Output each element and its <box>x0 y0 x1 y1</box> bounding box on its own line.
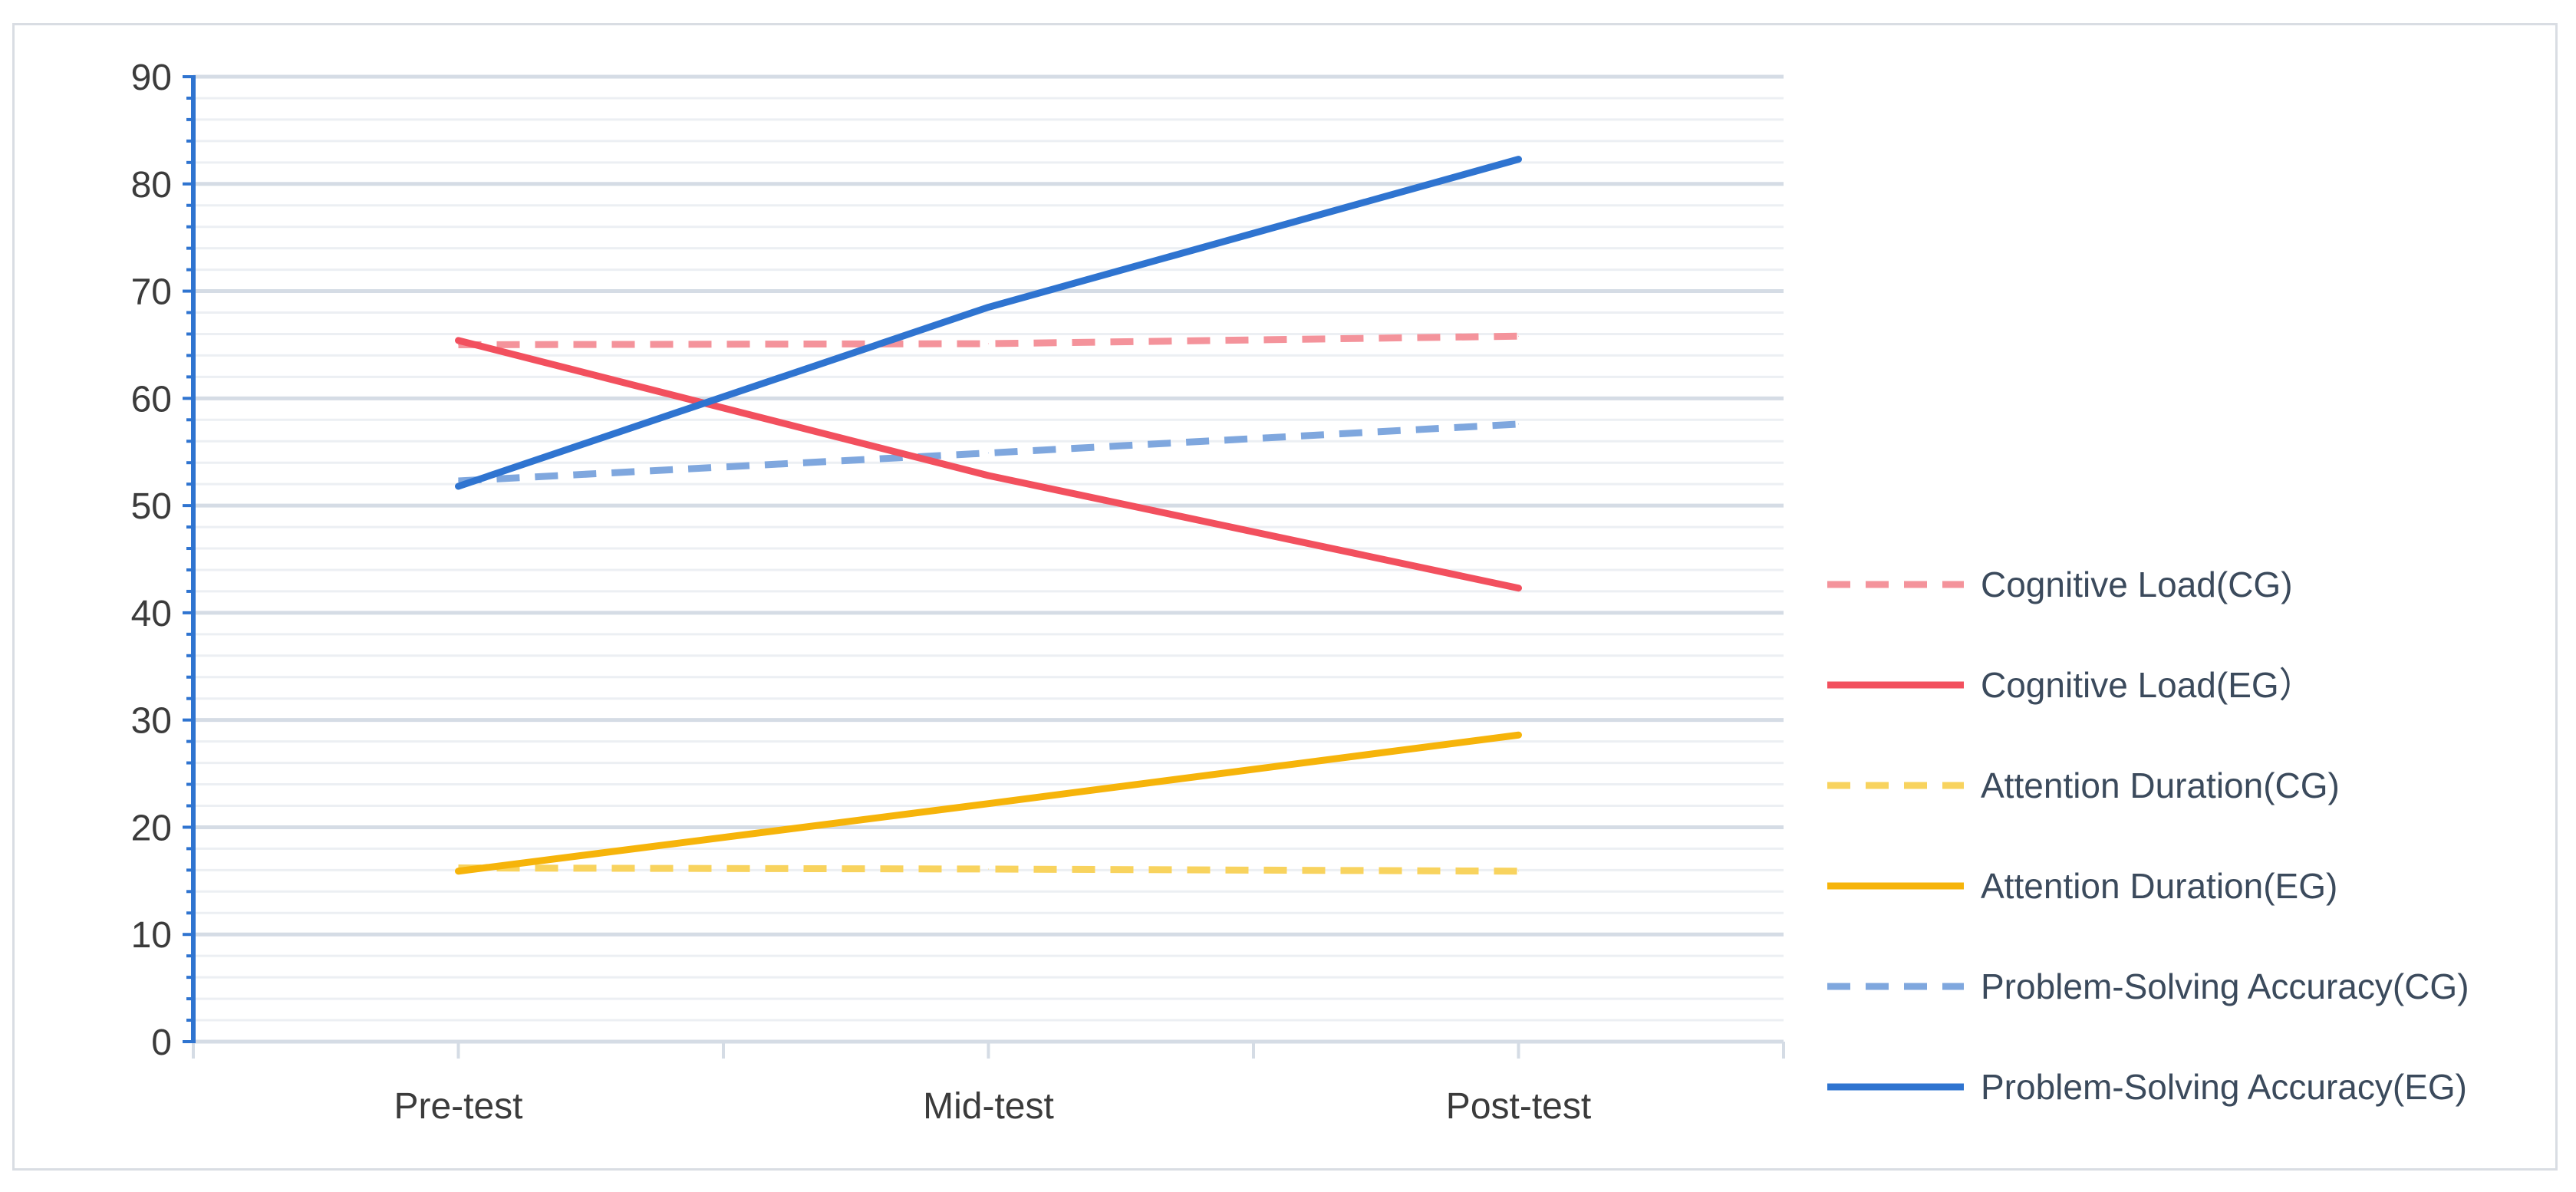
data-point <box>458 340 459 341</box>
x-tick-label: Pre-test <box>394 1086 522 1127</box>
data-point <box>988 307 989 308</box>
y-tick-label: 30 <box>131 701 172 742</box>
legend-label: Problem-Solving Accuracy(CG) <box>1981 966 2469 1006</box>
legend-label: Problem-Solving Accuracy(EG) <box>1981 1067 2467 1107</box>
x-tick-label: Post-test <box>1446 1086 1591 1127</box>
x-tick-label: Mid-test <box>923 1086 1054 1127</box>
y-tick-label: 50 <box>131 486 172 527</box>
legend-label: Cognitive Load(CG) <box>1981 565 2293 604</box>
y-tick-label: 70 <box>131 272 172 313</box>
data-point <box>458 344 459 345</box>
y-tick-label: 20 <box>131 808 172 848</box>
legend-label: Attention Duration(EG) <box>1981 866 2337 906</box>
y-tick-label: 60 <box>131 379 172 420</box>
legend-label: Cognitive Load(EG） <box>1981 665 2314 705</box>
series-line-4 <box>458 420 1519 485</box>
data-point <box>988 803 989 805</box>
y-tick-label: 10 <box>131 915 172 956</box>
data-point <box>1518 423 1519 425</box>
y-tick-label: 40 <box>131 594 172 634</box>
data-point <box>1518 734 1519 736</box>
legend-label: Attention Duration(CG) <box>1981 766 2340 805</box>
series-line-3 <box>455 731 1522 875</box>
legend: Cognitive Load(CG) Cognitive Load(EG） Atte… <box>1827 565 2469 1107</box>
y-tick-label: 90 <box>131 58 172 98</box>
gridlines <box>193 74 1784 1022</box>
chart-frame <box>12 23 2558 1171</box>
data-point <box>1518 159 1519 160</box>
series-line-2 <box>458 864 1519 875</box>
data-point <box>458 480 459 482</box>
data-point <box>1518 335 1519 337</box>
y-tick-label: 80 <box>131 165 172 206</box>
series-line-5 <box>455 156 1522 490</box>
series-line-0 <box>458 332 1519 348</box>
series-lines <box>455 156 1522 875</box>
axes: 0 10 20 30 40 50 60 70 80 90 Pre-test Mid-test Post-… <box>131 58 1785 1127</box>
y-tick-label: 0 <box>151 1022 172 1063</box>
data-point <box>988 475 989 476</box>
data-point <box>988 868 989 870</box>
